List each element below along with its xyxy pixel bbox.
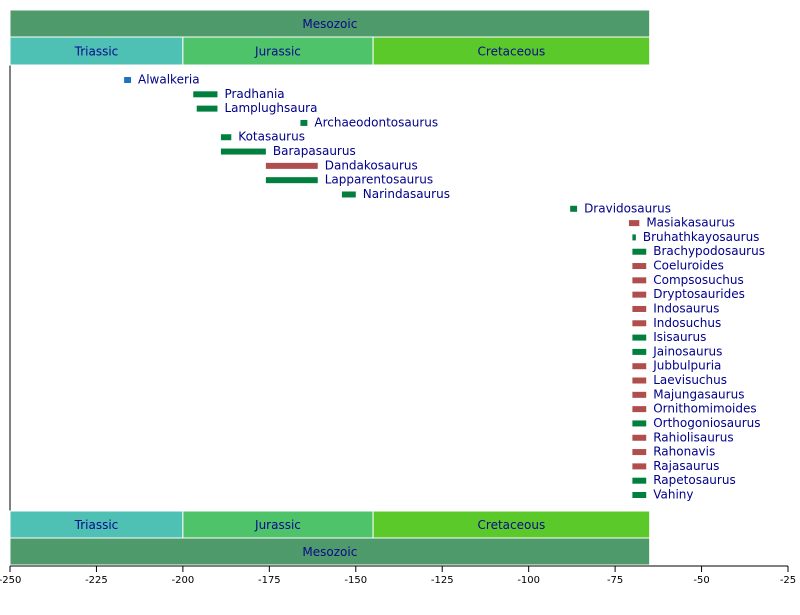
period-label: Cretaceous — [478, 518, 546, 532]
taxon-label: Rajasaurus — [653, 459, 719, 473]
taxon-bar — [300, 119, 308, 126]
taxon-bar — [632, 277, 647, 284]
taxon-bar — [632, 334, 647, 341]
taxon-label: Vahiny — [653, 488, 693, 502]
x-tick-label: -250 — [0, 575, 21, 586]
taxon-bar — [196, 105, 218, 112]
taxon-bar — [265, 162, 318, 169]
taxon-bar — [632, 391, 647, 398]
period-band — [182, 510, 374, 539]
era-band — [9, 9, 651, 38]
taxon-label: Archaeodontosaurus — [314, 115, 438, 129]
taxon-bar — [632, 406, 647, 413]
taxon-label: Dryptosaurides — [653, 287, 745, 301]
taxon-label: Bruhathkayosaurus — [643, 230, 760, 244]
x-tick-label: -200 — [172, 575, 195, 586]
taxon-label: Masiakasaurus — [646, 216, 735, 230]
period-band — [372, 36, 651, 66]
taxon-label: Pradhania — [224, 87, 284, 101]
taxon-label: Orthogoniosaurus — [653, 416, 760, 430]
x-tick-label: -100 — [517, 575, 540, 586]
taxon-bar — [632, 434, 647, 441]
taxon-bar — [632, 377, 647, 384]
taxon-label: Ornithomimoides — [653, 402, 756, 416]
taxon-label: Lamplughsaura — [224, 101, 317, 115]
taxon-label: Rahiolisaurus — [653, 430, 733, 444]
taxon-bar — [632, 477, 647, 484]
period-label: Jurassic — [254, 45, 301, 59]
x-tick-label: -150 — [344, 575, 367, 586]
taxon-label: Dravidosaurus — [584, 201, 671, 215]
taxon-label: Narindasaurus — [363, 187, 450, 201]
taxon-label: Lapparentosaurus — [325, 173, 433, 187]
taxon-bar — [632, 320, 647, 327]
taxon-label: Dandakosaurus — [325, 158, 418, 172]
taxon-bar — [265, 177, 318, 184]
taxon-bar — [632, 248, 647, 255]
taxon-bar — [632, 291, 647, 298]
taxon-bar — [124, 77, 132, 83]
taxon-bar — [193, 91, 218, 98]
taxon-label: Brachypodosaurus — [653, 244, 765, 258]
taxon-bar — [632, 348, 647, 355]
taxon-label: Indosuchus — [653, 316, 721, 330]
taxon-label: Isisaurus — [653, 330, 706, 344]
taxon-label: Jainosaurus — [652, 344, 722, 358]
era-label: Mesozoic — [302, 545, 357, 559]
taxon-bar — [632, 420, 647, 427]
taxon-bar — [632, 305, 647, 312]
taxon-label: Jubbulpuria — [652, 359, 721, 373]
taxon-bar — [570, 205, 578, 212]
x-tick-label: -225 — [85, 575, 108, 586]
period-label: Triassic — [74, 45, 119, 59]
taxon-bar — [341, 191, 356, 198]
taxon-bar — [628, 220, 640, 227]
taxon-bar — [220, 148, 266, 155]
era-band — [9, 537, 651, 566]
taxon-label: Majungasaurus — [653, 387, 744, 401]
x-tick-label: -75 — [607, 575, 623, 586]
taxon-label: Rahonavis — [653, 445, 715, 459]
taxon-label: Rapetosaurus — [653, 473, 735, 487]
x-tick-label: -50 — [693, 575, 709, 586]
era-label: Mesozoic — [302, 17, 357, 31]
taxon-bar — [632, 449, 647, 456]
taxon-label: Barapasaurus — [273, 144, 356, 158]
taxon-bar — [632, 234, 636, 241]
period-band — [182, 36, 374, 66]
period-band — [372, 510, 651, 539]
x-tick-label: -175 — [258, 575, 281, 586]
period-label: Cretaceous — [478, 45, 546, 59]
taxon-label: Indosaurus — [653, 301, 719, 315]
taxon-label: Laevisuchus — [653, 373, 727, 387]
taxon-bar — [632, 463, 647, 470]
period-label: Triassic — [74, 518, 119, 532]
x-tick-label: -25 — [780, 575, 796, 586]
taxon-label: Kotasaurus — [238, 130, 305, 144]
taxon-bar — [632, 492, 647, 498]
taxon-bar — [632, 263, 647, 270]
taxon-label: Compsosuchus — [653, 273, 744, 287]
taxon-bar — [220, 134, 232, 141]
x-tick-label: -125 — [431, 575, 454, 586]
taxon-bar — [632, 363, 647, 370]
taxon-label: Coeluroides — [653, 259, 724, 273]
period-label: Jurassic — [254, 518, 301, 532]
period-band — [9, 36, 184, 66]
taxon-label: Alwalkeria — [138, 73, 200, 87]
